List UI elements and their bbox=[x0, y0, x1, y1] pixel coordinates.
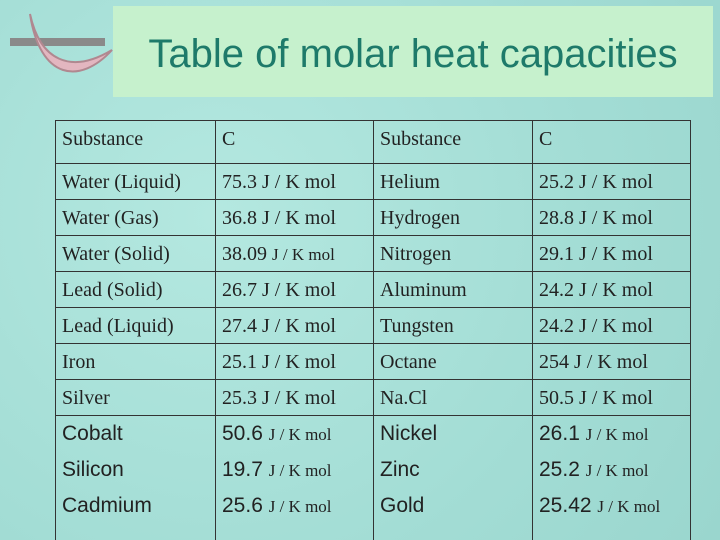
title: Table of molar heat capacities bbox=[148, 32, 678, 76]
table-cell: Nitrogen bbox=[380, 243, 452, 265]
table-cell: Octane bbox=[380, 351, 437, 373]
table-cell: Helium bbox=[380, 171, 440, 193]
cell-part: 26.1 bbox=[539, 422, 580, 445]
decoration bbox=[10, 13, 113, 73]
table-cell: Water (Liquid) bbox=[62, 171, 181, 193]
table-cell: Lead (Liquid) bbox=[62, 315, 174, 337]
table-cell: C bbox=[539, 128, 553, 150]
cell-part: J / K mol bbox=[585, 425, 649, 444]
cell-part: 25.42 bbox=[539, 494, 592, 517]
cell-part: J / K mol bbox=[597, 497, 661, 516]
cell-part: J / K mol bbox=[268, 461, 332, 480]
table-cell: 24.2 J / K mol bbox=[539, 315, 653, 337]
table-cell: Water (Solid) bbox=[62, 243, 170, 265]
table-cell: 38.09 J / K mol bbox=[215, 243, 373, 266]
table-cell: 28.8 J / K mol bbox=[539, 207, 653, 229]
cell-part: J / K mol bbox=[585, 461, 649, 480]
table-cell: 50.6 J / K mol bbox=[215, 423, 373, 446]
table-cell: Substance bbox=[62, 128, 144, 150]
col-border bbox=[55, 120, 56, 540]
col-border bbox=[532, 120, 533, 540]
table-cell: 75.3 J / K mol bbox=[222, 171, 336, 193]
table-cell: 254 J / K mol bbox=[539, 351, 648, 373]
table-cell: 24.2 J / K mol bbox=[539, 279, 653, 301]
table-cell: 25.6 J / K mol bbox=[215, 495, 373, 518]
table-cell: 25.3 J / K mol bbox=[222, 387, 336, 409]
table-cell: 27.4 J / K mol bbox=[222, 315, 336, 337]
col-border bbox=[215, 120, 216, 540]
col-border bbox=[373, 120, 374, 540]
table-cell: Substance bbox=[380, 128, 462, 150]
table-cell: 25.2 J / K mol bbox=[539, 171, 653, 193]
table-cell: 25.42 J / K mol bbox=[532, 495, 690, 518]
cell-part: J / K mol bbox=[268, 425, 332, 444]
cell-part: 38.09 bbox=[222, 243, 267, 265]
title-box: Table of molar heat capacities bbox=[113, 6, 713, 97]
table-cell: Gold bbox=[380, 494, 425, 517]
table-cell: Iron bbox=[62, 351, 96, 373]
table-cell: 25.1 J / K mol bbox=[222, 351, 336, 373]
table-cell: Na.Cl bbox=[380, 387, 428, 409]
table-cell: Lead (Solid) bbox=[62, 279, 163, 301]
table-cell: 19.7 J / K mol bbox=[215, 459, 373, 482]
table-cell: 50.5 J / K mol bbox=[539, 387, 653, 409]
cell-part: J / K mol bbox=[268, 497, 332, 516]
table-cell: Silicon bbox=[62, 458, 124, 481]
table-cell: Water (Gas) bbox=[62, 207, 159, 229]
table-cell: Cobalt bbox=[62, 422, 123, 445]
cell-part: 50.6 bbox=[222, 422, 263, 445]
table-cell: Zinc bbox=[380, 458, 420, 481]
cell-part: J / K mol bbox=[272, 245, 335, 264]
cell-part: 25.2 bbox=[539, 458, 580, 481]
table-cell: Tungsten bbox=[380, 315, 454, 337]
table-cell: Silver bbox=[62, 387, 110, 409]
table-cell: 25.2 J / K mol bbox=[532, 459, 690, 482]
table-cell: C bbox=[222, 128, 236, 150]
cell-part: 25.6 bbox=[222, 494, 263, 517]
table-cell: Cadmium bbox=[62, 494, 152, 517]
table-cell: Hydrogen bbox=[380, 207, 460, 229]
col-border bbox=[690, 120, 691, 540]
table-cell: Nickel bbox=[380, 422, 438, 445]
table-cell: 29.1 J / K mol bbox=[539, 243, 653, 265]
table-cell: 26.1 J / K mol bbox=[532, 423, 690, 446]
table-cell: 26.7 J / K mol bbox=[222, 279, 336, 301]
cell-part: 19.7 bbox=[222, 458, 263, 481]
table-cell: Aluminum bbox=[380, 279, 467, 301]
table-cell: 36.8 J / K mol bbox=[222, 207, 336, 229]
